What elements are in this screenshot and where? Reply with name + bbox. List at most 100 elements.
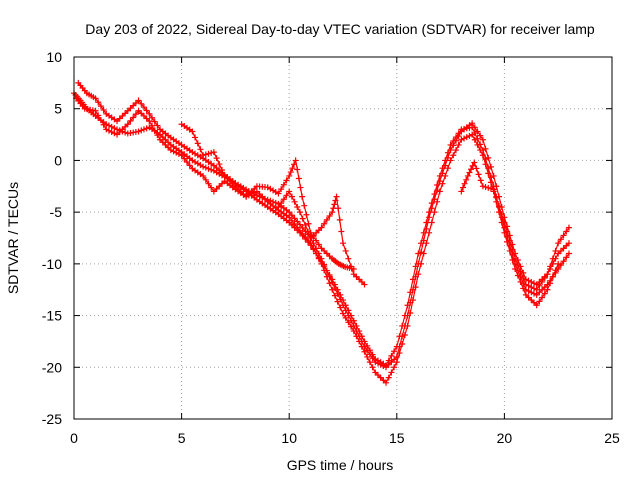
data-point — [555, 240, 562, 247]
data-point — [485, 184, 492, 191]
data-point — [213, 155, 220, 162]
data-point — [474, 141, 481, 148]
x-axis-title: GPS time / hours — [287, 457, 394, 473]
data-point — [272, 199, 279, 206]
data-point — [130, 114, 137, 121]
data-point — [337, 304, 344, 311]
data-point — [471, 124, 478, 131]
data-point — [469, 162, 476, 169]
data-point — [92, 107, 99, 114]
data-point — [208, 166, 215, 173]
data-point — [350, 328, 357, 335]
data-point — [369, 364, 376, 371]
data-point — [340, 310, 346, 317]
data-point — [331, 292, 338, 299]
data-point — [356, 338, 363, 345]
data-point — [329, 286, 336, 293]
data-point — [487, 163, 494, 170]
data-point — [396, 350, 403, 357]
data-point — [124, 121, 131, 128]
data-point — [345, 255, 352, 262]
data-point — [200, 172, 207, 179]
x-tick-label: 0 — [70, 430, 78, 446]
data-point — [415, 271, 422, 278]
data-point — [364, 347, 371, 354]
data-point — [496, 193, 503, 200]
data-point — [321, 267, 328, 274]
series-layer — [71, 79, 572, 386]
data-point — [108, 128, 115, 135]
series-track-4 — [178, 121, 357, 273]
data-point — [458, 188, 465, 195]
data-point — [340, 240, 346, 247]
data-point — [504, 228, 511, 235]
data-point — [458, 136, 465, 143]
data-point — [307, 240, 314, 247]
y-tick-label: -20 — [42, 359, 62, 375]
data-point — [493, 194, 500, 201]
data-point — [509, 256, 516, 263]
data-point — [434, 198, 441, 205]
data-point — [426, 214, 433, 221]
data-point — [434, 187, 441, 194]
data-point — [501, 229, 508, 236]
data-point — [563, 228, 570, 235]
data-point — [428, 219, 435, 226]
data-point — [479, 152, 486, 159]
data-point — [364, 353, 371, 360]
data-point — [552, 267, 559, 274]
data-point — [541, 290, 548, 297]
data-point — [296, 221, 303, 228]
data-point — [372, 359, 379, 366]
data-point — [473, 165, 480, 172]
data-point — [299, 193, 306, 200]
data-point — [292, 157, 299, 164]
data-point — [154, 122, 161, 129]
data-point — [335, 205, 342, 212]
data-point — [108, 123, 115, 130]
data-point — [560, 232, 567, 239]
data-point — [565, 250, 572, 257]
data-point — [286, 214, 293, 221]
data-point — [202, 164, 209, 171]
data-point — [361, 348, 368, 355]
data-point — [514, 272, 521, 279]
data-point — [401, 331, 408, 338]
data-point — [490, 172, 497, 179]
data-point — [288, 217, 295, 224]
data-point — [442, 172, 449, 179]
data-point — [278, 186, 285, 193]
y-tick-label: 5 — [54, 101, 62, 117]
x-tick-label: 25 — [604, 430, 620, 446]
data-point — [506, 237, 513, 244]
data-point — [461, 180, 468, 187]
data-point — [167, 147, 174, 154]
data-point — [315, 241, 322, 248]
data-point — [275, 203, 282, 210]
x-tick-label: 10 — [281, 430, 297, 446]
data-point — [506, 247, 513, 254]
data-point — [138, 100, 145, 107]
data-point — [216, 161, 223, 168]
data-point — [377, 361, 384, 368]
data-point — [552, 247, 559, 254]
data-point — [501, 219, 508, 226]
data-point — [338, 228, 345, 235]
data-point — [321, 220, 328, 227]
data-point — [541, 275, 548, 282]
data-point — [388, 369, 395, 376]
y-axis-title: SDTVAR / TECUs — [5, 182, 21, 294]
data-point — [423, 240, 430, 247]
data-point — [404, 322, 411, 329]
data-point — [423, 225, 430, 232]
data-point — [536, 298, 543, 305]
data-point — [461, 135, 468, 142]
data-point — [547, 280, 554, 287]
data-point — [296, 227, 303, 234]
data-point — [103, 126, 110, 133]
data-point — [471, 136, 478, 143]
data-point — [280, 181, 287, 188]
data-point — [297, 184, 304, 191]
data-point — [369, 355, 376, 362]
data-point — [447, 157, 454, 164]
